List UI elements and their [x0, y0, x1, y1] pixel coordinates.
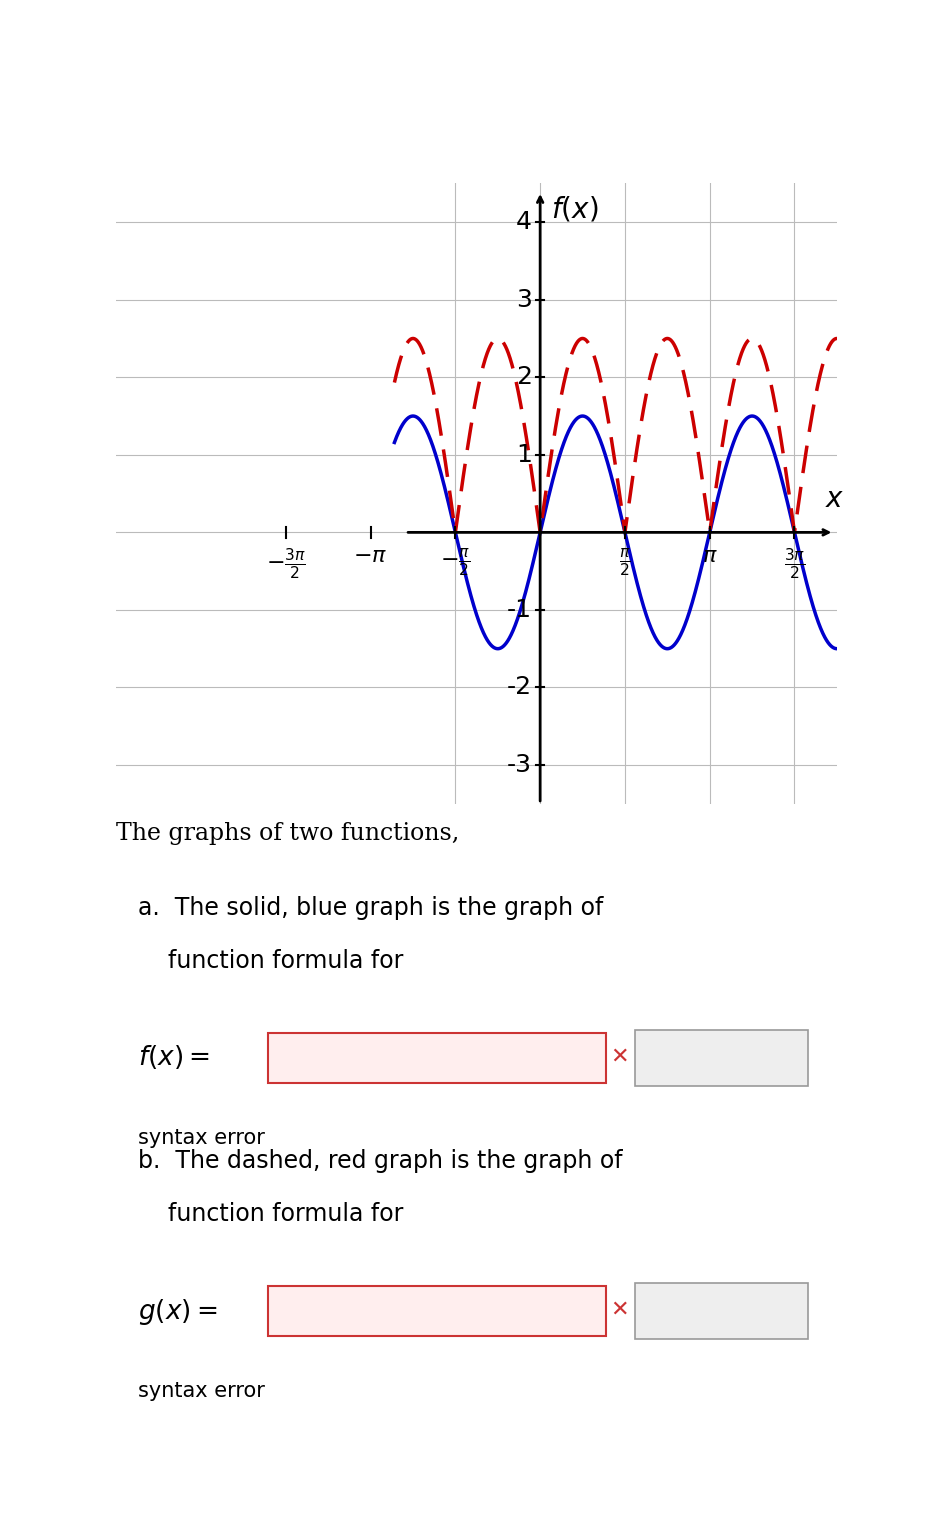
- Text: 3: 3: [516, 287, 532, 312]
- Text: function formula for: function formula for: [138, 1201, 411, 1225]
- Text: $-\pi$: $-\pi$: [353, 547, 388, 567]
- Text: $\pi$: $\pi$: [702, 547, 718, 567]
- FancyBboxPatch shape: [268, 1287, 606, 1335]
- Text: $-\frac{\pi}{2}$: $-\frac{\pi}{2}$: [440, 547, 471, 578]
- Text: ✕: ✕: [610, 1047, 629, 1067]
- Text: $\frac{\pi}{2}$: $\frac{\pi}{2}$: [619, 547, 631, 578]
- FancyBboxPatch shape: [635, 1030, 808, 1086]
- Text: $g(x) =$: $g(x) =$: [138, 1297, 218, 1326]
- Text: 4: 4: [516, 211, 532, 234]
- Text: syntax error: syntax error: [138, 1128, 265, 1148]
- Text: Preview: Preview: [681, 1047, 763, 1067]
- Text: $f(x) =$: $f(x) =$: [138, 1044, 210, 1071]
- Text: $x$: $x$: [825, 484, 844, 513]
- Text: -3: -3: [507, 753, 532, 778]
- Text: $f(x)$: $f(x)$: [551, 196, 598, 225]
- FancyBboxPatch shape: [635, 1284, 808, 1339]
- Text: -1: -1: [507, 597, 532, 622]
- Text: The graphs of two functions,: The graphs of two functions,: [116, 822, 467, 845]
- FancyBboxPatch shape: [268, 1033, 606, 1083]
- Text: Preview: Preview: [681, 1300, 763, 1320]
- Text: $-\frac{3\pi}{2}$: $-\frac{3\pi}{2}$: [266, 547, 306, 581]
- Text: 2: 2: [516, 365, 532, 390]
- Text: a.  The solid, blue graph is the graph of: a. The solid, blue graph is the graph of: [138, 895, 611, 920]
- Text: 1: 1: [516, 443, 532, 468]
- Text: syntax error: syntax error: [138, 1381, 265, 1401]
- Text: b.  The dashed, red graph is the graph of: b. The dashed, red graph is the graph of: [138, 1149, 630, 1174]
- Text: $\frac{3\pi}{2}$: $\frac{3\pi}{2}$: [784, 547, 805, 581]
- Text: function formula for: function formula for: [138, 949, 411, 972]
- Text: -2: -2: [507, 675, 532, 700]
- Text: ✕: ✕: [610, 1300, 629, 1320]
